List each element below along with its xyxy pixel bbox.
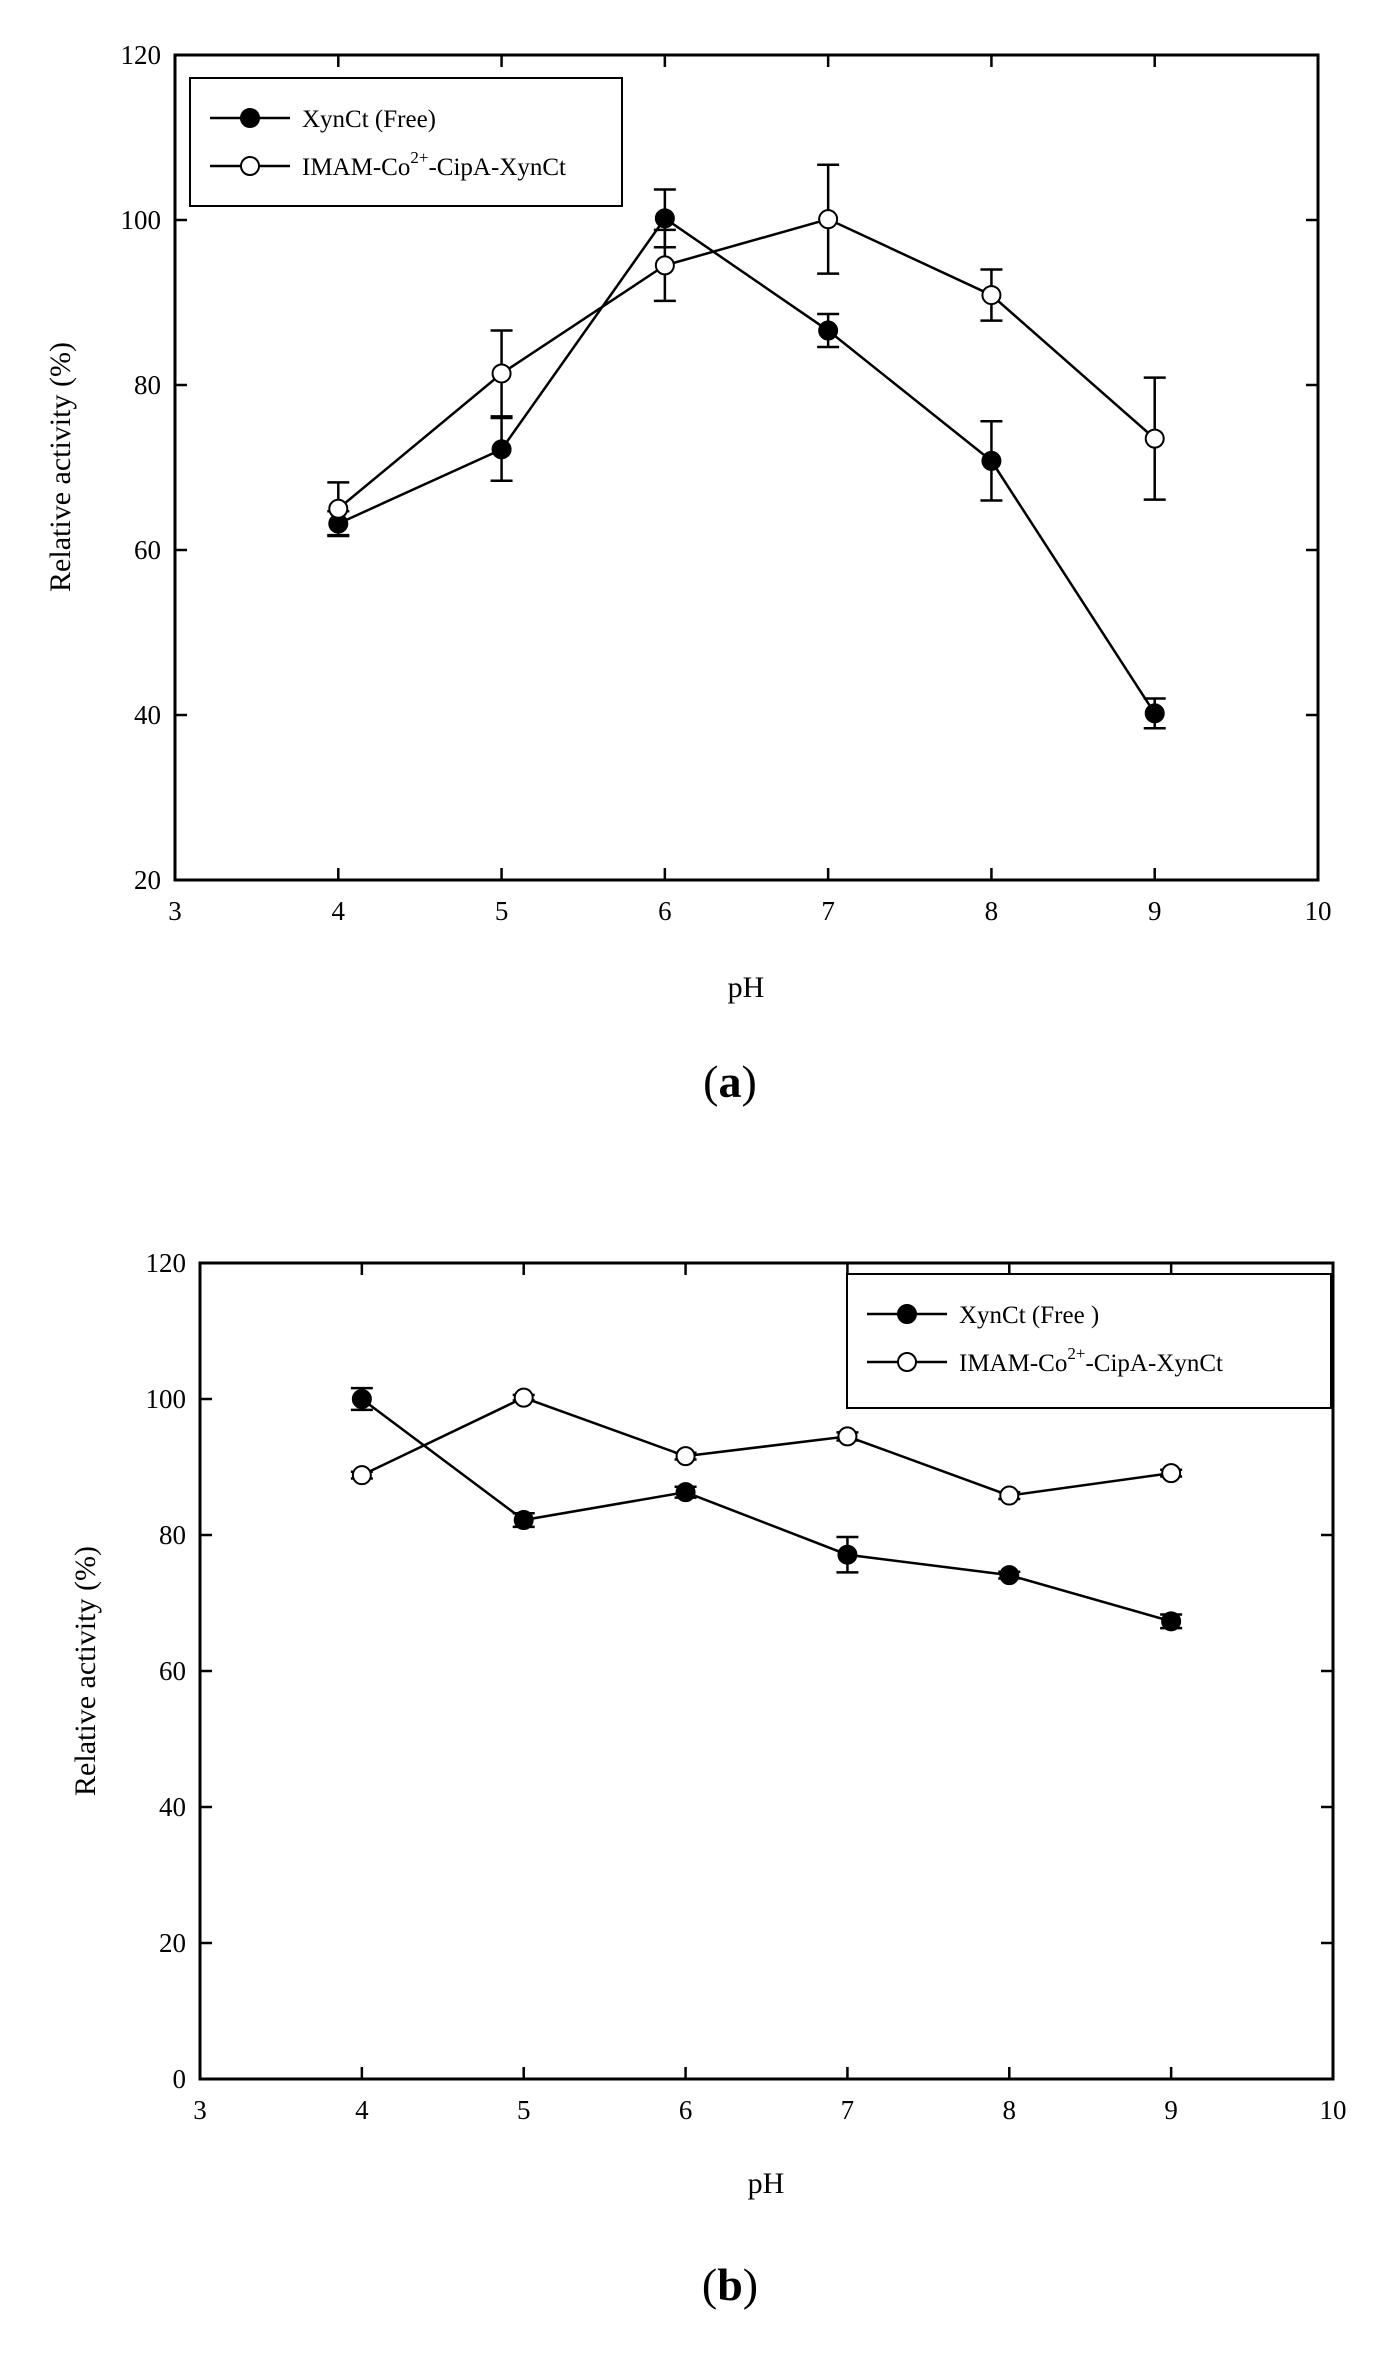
- data-point: [675, 1446, 696, 1467]
- chart-b-legend-marker-xynct-free: [897, 1304, 917, 1324]
- chart-a-legend-label-xynct-free: XynCt (Free): [302, 106, 436, 133]
- y-tick-label: 20: [134, 865, 161, 895]
- chart-a-legend-box: [189, 77, 623, 207]
- chart-b-legend-label-imam-cipa-xynct: IMAM-Co2+-CipA-XynCt: [959, 1344, 1223, 1377]
- chart-a-y-axis-title: Relative activity (%): [44, 342, 77, 592]
- y-tick-label: 60: [159, 1656, 186, 1686]
- data-point: [837, 1544, 858, 1565]
- x-tick-label: 10: [1320, 2095, 1347, 2125]
- y-tick-label: 80: [159, 1520, 186, 1550]
- data-point: [1144, 703, 1165, 724]
- x-tick-label: 6: [679, 2095, 693, 2125]
- y-tick-label: 60: [134, 535, 161, 565]
- panel-label-b: (b): [702, 2259, 758, 2310]
- legend-label-superscript: 2+: [410, 148, 428, 167]
- panel-label-b-close: ): [743, 2259, 758, 2310]
- chart-a-legend-label-imam-cipa-xynct: IMAM-Co2+-CipA-XynCt: [302, 148, 566, 181]
- data-point: [981, 285, 1002, 306]
- data-point: [1161, 1463, 1182, 1484]
- x-tick-label: 4: [355, 2095, 369, 2125]
- x-tick-label: 3: [168, 896, 182, 926]
- x-tick-label: 9: [1148, 896, 1162, 926]
- data-point: [513, 1510, 534, 1531]
- y-tick-label: 20: [159, 1928, 186, 1958]
- chart-a-x-axis-title: pH: [728, 971, 765, 1004]
- series-line: [337, 217, 1156, 510]
- y-tick-label: 80: [134, 370, 161, 400]
- chart-b-legend-label-xynct-free: XynCt (Free ): [959, 1302, 1099, 1329]
- panel-label-b-open: (: [702, 2259, 717, 2310]
- chart-b-legend-box: [846, 1273, 1332, 1409]
- legend-label-superscript: 2+: [1067, 1344, 1085, 1363]
- x-tick-label: 8: [1003, 2095, 1017, 2125]
- x-tick-label: 9: [1164, 2095, 1178, 2125]
- data-point: [981, 450, 1002, 471]
- chart-a-legend-marker-imam-cipa-xynct: [240, 156, 260, 176]
- x-tick-label: 8: [985, 896, 999, 926]
- y-tick-label: 100: [146, 1384, 187, 1414]
- legend-label-suffix: -CipA-XynCt: [428, 154, 566, 181]
- panel-label-a-open: (: [703, 1056, 718, 1107]
- data-point: [654, 255, 675, 276]
- chart-panel-a: 3 4 5 6 7 8 9 10 20 40 60 80 100 120 pH Relative acti…: [44, 40, 1332, 1004]
- chart-b-x-axis-title: pH: [748, 2167, 785, 2200]
- legend-label-prefix: IMAM-Co: [302, 154, 410, 181]
- y-tick-label: 120: [146, 1248, 187, 1278]
- chart-a-series-layer: [327, 163, 1166, 730]
- chart-b-series-xynct-free: [350, 1386, 1183, 1632]
- x-tick-label: 7: [821, 896, 835, 926]
- panel-label-a: (a): [703, 1056, 757, 1107]
- data-point: [351, 1389, 372, 1409]
- series-line: [361, 1396, 1172, 1497]
- chart-a-ticks: 3 4 5 6 7 8 9 10 20 40 60 80 100 120: [121, 40, 1332, 926]
- chart-b-series-imam-cipa-xynct: [350, 1387, 1183, 1506]
- chart-b-series-layer: [350, 1386, 1183, 1632]
- y-tick-label: 100: [121, 205, 162, 235]
- data-point: [837, 1426, 858, 1447]
- series-line: [361, 1397, 1172, 1623]
- chart-a-series-xynct-free: [327, 188, 1166, 730]
- x-tick-label: 10: [1305, 896, 1332, 926]
- data-point: [1144, 428, 1165, 449]
- panel-label-a-close: ): [742, 1056, 757, 1107]
- series-line: [337, 216, 1156, 715]
- x-tick-label: 5: [495, 896, 509, 926]
- data-point: [818, 209, 839, 230]
- data-point: [513, 1387, 534, 1408]
- y-tick-label: 0: [173, 2064, 187, 2094]
- data-point: [491, 363, 512, 384]
- data-point: [999, 1485, 1020, 1506]
- chart-a-series-imam-cipa-xynct: [327, 163, 1166, 537]
- chart-a-legend-marker-xynct-free: [240, 108, 260, 128]
- y-tick-label: 120: [121, 40, 162, 70]
- x-tick-label: 7: [841, 2095, 855, 2125]
- x-tick-label: 4: [332, 896, 346, 926]
- data-point: [654, 208, 675, 229]
- data-point: [675, 1482, 696, 1503]
- data-point: [818, 320, 839, 341]
- panel-label-b-letter: b: [717, 2259, 743, 2310]
- x-tick-label: 6: [658, 896, 672, 926]
- panel-label-a-letter: a: [719, 1056, 742, 1107]
- x-tick-label: 5: [517, 2095, 531, 2125]
- y-tick-label: 40: [159, 1792, 186, 1822]
- legend-label-suffix: -CipA-XynCt: [1085, 1350, 1223, 1377]
- chart-b-y-axis-title: Relative activity (%): [69, 1546, 102, 1796]
- data-point: [1161, 1611, 1182, 1632]
- chart-a-legend: XynCt (Free) IMAM-Co2+-CipA-XynCt: [189, 77, 623, 207]
- data-point: [999, 1565, 1020, 1586]
- data-point: [328, 498, 349, 519]
- y-tick-label: 40: [134, 700, 161, 730]
- chart-b-legend-marker-imam-cipa-xynct: [897, 1352, 917, 1372]
- x-tick-label: 3: [193, 2095, 207, 2125]
- data-point: [491, 439, 512, 460]
- chart-a-plot-frame: [173, 53, 1320, 882]
- legend-label-prefix: IMAM-Co: [959, 1350, 1067, 1377]
- chart-b-legend: XynCt (Free ) IMAM-Co2+-CipA-XynCt: [846, 1273, 1332, 1409]
- data-point: [351, 1465, 372, 1486]
